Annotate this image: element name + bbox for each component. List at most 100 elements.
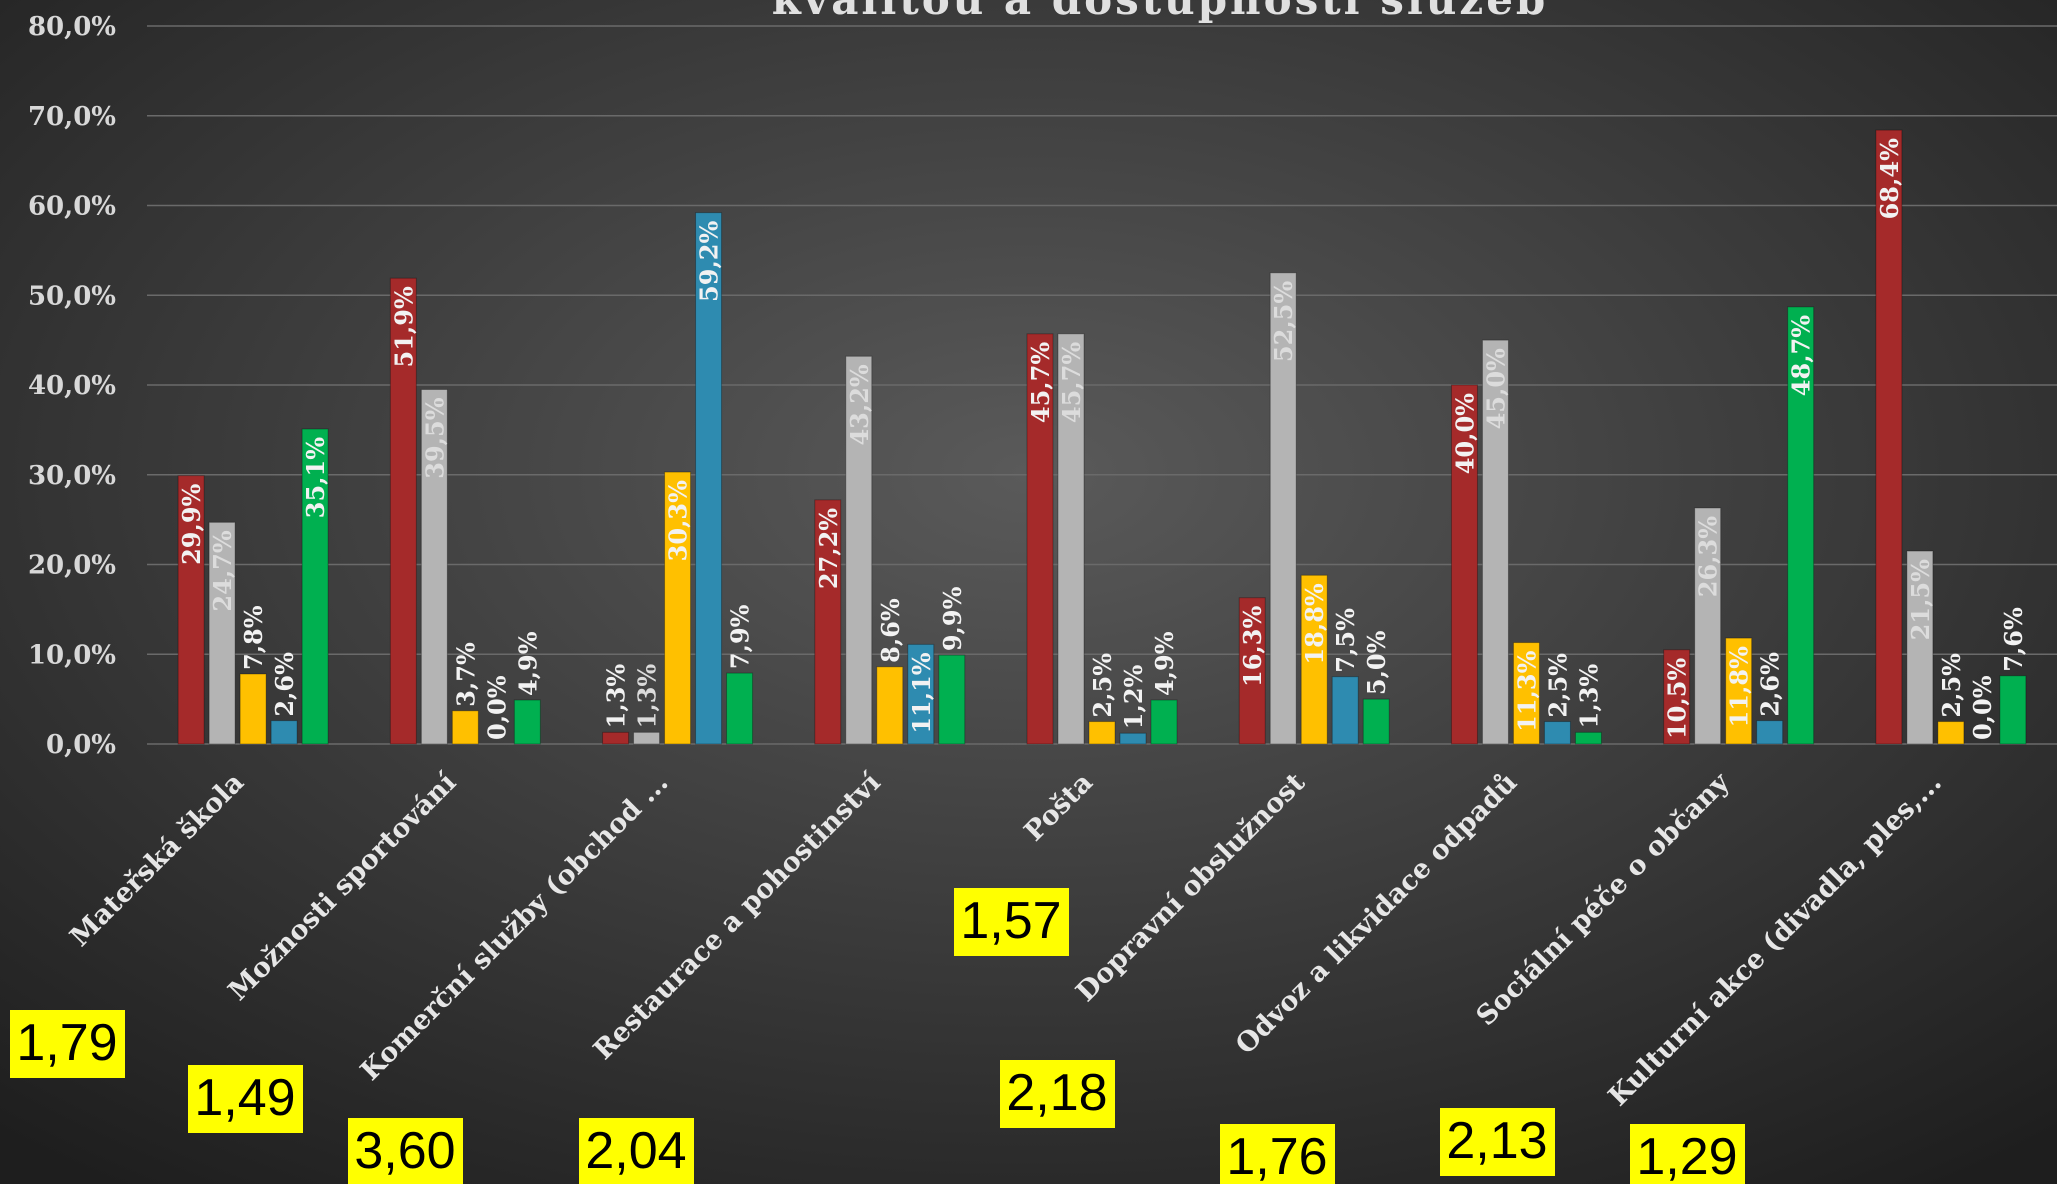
data-label: 2,5%: [1937, 653, 1966, 718]
bar: [420, 388, 448, 745]
annotation-box: [954, 888, 1069, 956]
bar: [1362, 698, 1390, 745]
bar: [633, 731, 661, 745]
bar: [1543, 721, 1571, 745]
data-label: 39,5%: [420, 397, 449, 478]
data-label: 21,5%: [1906, 559, 1935, 640]
data-label: 5,0%: [1362, 630, 1391, 695]
data-label: 2,5%: [1543, 653, 1572, 718]
annotation-box: [1000, 1060, 1115, 1128]
bar: [814, 499, 842, 745]
data-label: 45,7%: [1057, 342, 1086, 423]
bar: [1512, 642, 1540, 745]
bar: [602, 731, 630, 745]
data-label: 29,9%: [177, 483, 206, 564]
y-tick-label: 70,0%: [28, 102, 116, 132]
bar: [1756, 720, 1784, 745]
data-label: 45,7%: [1026, 342, 1055, 423]
annotation: 1,29: [1636, 1128, 1737, 1184]
data-label: 11,8%: [1725, 646, 1754, 727]
bar: [938, 654, 966, 745]
bar: [1150, 699, 1178, 745]
data-label: 10,5%: [1663, 658, 1692, 739]
bar: [270, 720, 298, 745]
data-label: 24,7%: [208, 530, 237, 611]
bar: [1663, 649, 1691, 745]
y-tick-label: 50,0%: [28, 281, 116, 311]
annotation: 2,18: [1006, 1064, 1107, 1122]
data-label: 9,9%: [938, 586, 967, 651]
bar: [1875, 129, 1903, 745]
bar: [1787, 306, 1815, 745]
annotation: 1,76: [1226, 1128, 1327, 1184]
y-tick-label: 40,0%: [28, 371, 116, 401]
annotation: 1,57: [960, 892, 1061, 950]
data-label: 26,3%: [1694, 516, 1723, 597]
annotation-box: [10, 1010, 125, 1078]
data-label: 11,1%: [907, 652, 936, 733]
bar: [1725, 637, 1753, 745]
data-label: 2,6%: [1756, 652, 1785, 717]
data-label: 1,3%: [633, 664, 662, 729]
annotation-box: [1630, 1124, 1745, 1184]
bar: [1119, 732, 1147, 745]
data-label: 48,7%: [1787, 315, 1816, 396]
data-label: 18,8%: [1300, 583, 1329, 664]
data-label: 1,2%: [1119, 664, 1148, 729]
data-label: 35,1%: [301, 437, 330, 518]
bar: [1999, 675, 2027, 745]
bar: [1937, 721, 1965, 745]
bar: [1088, 721, 1116, 745]
bar: [1574, 731, 1602, 745]
data-label: 0,0%: [482, 675, 511, 740]
data-label: 3,7%: [451, 642, 480, 707]
bar: [907, 643, 935, 745]
annotation: 2,13: [1446, 1112, 1547, 1170]
data-label: 7,6%: [1999, 607, 2028, 672]
data-label: 1,3%: [602, 664, 631, 729]
bar: [1300, 574, 1328, 745]
annotation: 3,60: [354, 1122, 455, 1180]
data-label: 8,6%: [876, 598, 905, 663]
bar: [845, 355, 873, 745]
data-label: 0,0%: [1968, 675, 1997, 740]
data-label: 51,9%: [389, 286, 418, 367]
data-label: 2,5%: [1088, 653, 1117, 718]
bar: [1026, 333, 1054, 745]
bar: [177, 475, 205, 745]
data-label: 7,9%: [726, 604, 755, 669]
data-label: 7,5%: [1331, 608, 1360, 673]
bar: [208, 521, 236, 745]
bar: [876, 666, 904, 745]
bar: [1331, 676, 1359, 745]
data-label: 30,3%: [664, 480, 693, 561]
data-label: 16,3%: [1238, 606, 1267, 687]
data-label: 7,8%: [239, 605, 268, 670]
y-tick-label: 10,0%: [28, 640, 116, 670]
annotation-box: [188, 1065, 303, 1133]
y-tick-label: 20,0%: [28, 551, 116, 581]
bar: [1057, 333, 1085, 745]
bar: [451, 710, 479, 745]
data-label: 45,0%: [1481, 348, 1510, 429]
annotation: 2,04: [585, 1122, 686, 1180]
data-label: 40,0%: [1450, 393, 1479, 474]
data-label: 52,5%: [1269, 281, 1298, 362]
annotation-box: [579, 1118, 694, 1184]
y-tick-label: 30,0%: [28, 461, 116, 491]
y-tick-label: 60,0%: [28, 192, 116, 222]
chart-title: kvalitou a dostupnosti služeb: [772, 0, 1549, 24]
data-label: 11,3%: [1512, 650, 1541, 731]
bar: [726, 672, 754, 745]
bar: [1906, 550, 1934, 745]
bar: [664, 471, 692, 745]
bar: [239, 673, 267, 745]
bar: [513, 699, 541, 745]
bar: [1269, 272, 1297, 745]
data-label: 2,6%: [270, 652, 299, 717]
y-tick-label: 80,0%: [28, 12, 116, 42]
data-label: 4,9%: [1150, 631, 1179, 696]
y-tick-label: 0,0%: [46, 730, 116, 760]
